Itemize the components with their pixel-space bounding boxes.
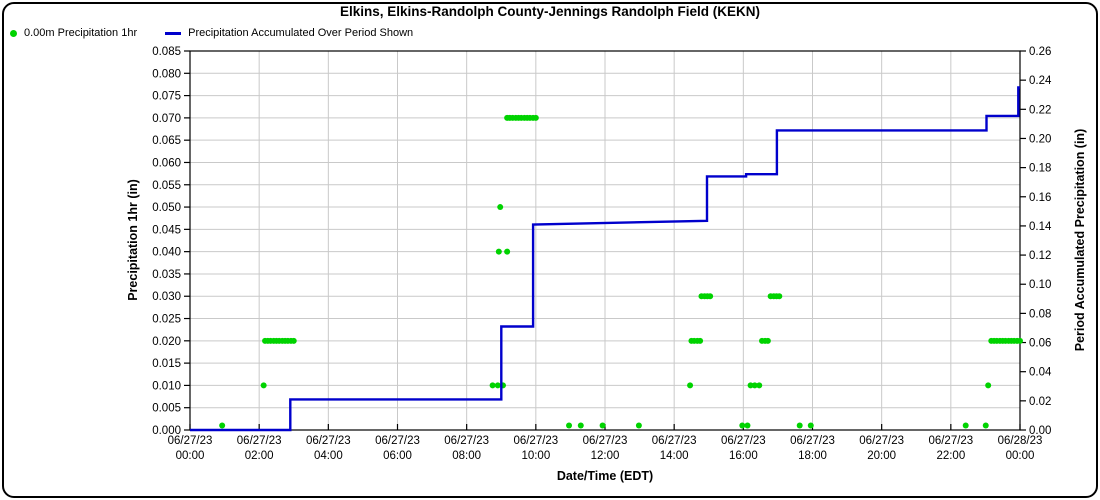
svg-text:06/27/23: 06/27/23	[513, 435, 558, 447]
svg-text:0.080: 0.080	[152, 68, 181, 80]
svg-text:0.26: 0.26	[1029, 46, 1051, 58]
svg-text:00:00: 00:00	[1006, 450, 1035, 462]
svg-text:0.065: 0.065	[152, 135, 181, 147]
svg-text:0.085: 0.085	[152, 46, 181, 58]
legend-item-accumulated: Precipitation Accumulated Over Period Sh…	[165, 27, 413, 39]
svg-text:0.045: 0.045	[152, 224, 181, 236]
green-dot-icon	[10, 29, 17, 37]
svg-text:0.02: 0.02	[1029, 396, 1051, 408]
svg-text:0.12: 0.12	[1029, 250, 1051, 262]
svg-text:0.055: 0.055	[152, 180, 181, 192]
svg-text:0.18: 0.18	[1029, 163, 1051, 175]
svg-text:0.14: 0.14	[1029, 221, 1052, 233]
svg-text:06/27/23: 06/27/23	[928, 435, 973, 447]
svg-text:14:00: 14:00	[660, 450, 689, 462]
svg-text:0.015: 0.015	[152, 358, 181, 370]
svg-text:0.060: 0.060	[152, 157, 181, 169]
svg-text:0.00: 0.00	[1029, 425, 1051, 437]
svg-text:06:00: 06:00	[383, 450, 412, 462]
svg-text:0.050: 0.050	[152, 202, 181, 214]
svg-text:10:00: 10:00	[521, 450, 550, 462]
svg-text:06/27/23: 06/27/23	[583, 435, 628, 447]
svg-text:0.035: 0.035	[152, 269, 181, 281]
svg-text:0.04: 0.04	[1029, 367, 1052, 379]
svg-text:20:00: 20:00	[867, 450, 896, 462]
svg-text:06/27/23: 06/27/23	[168, 435, 213, 447]
legend: 0.00m Precipitation 1hr Precipitation Ac…	[10, 27, 413, 39]
svg-text:06/27/23: 06/27/23	[859, 435, 904, 447]
svg-text:0.000: 0.000	[152, 425, 181, 437]
svg-text:0.10: 0.10	[1029, 279, 1051, 291]
legend-label-accumulated: Precipitation Accumulated Over Period Sh…	[188, 27, 414, 39]
legend-item-precip-1hr: 0.00m Precipitation 1hr	[10, 27, 137, 39]
svg-text:16:00: 16:00	[729, 450, 758, 462]
svg-text:06/28/23: 06/28/23	[998, 435, 1043, 447]
svg-text:0.24: 0.24	[1029, 75, 1052, 87]
y-axis-title-left: Precipitation 1hr (in)	[126, 179, 140, 301]
svg-text:0.040: 0.040	[152, 247, 181, 259]
legend-label-precip-1hr: 0.00m Precipitation 1hr	[24, 27, 138, 39]
svg-text:06/27/23: 06/27/23	[375, 435, 420, 447]
svg-text:04:00: 04:00	[314, 450, 343, 462]
svg-text:06/27/23: 06/27/23	[237, 435, 282, 447]
y-axis-title-right: Period Accumulated Precipitation (in)	[1073, 128, 1087, 352]
svg-text:22:00: 22:00	[936, 450, 965, 462]
svg-text:00:00: 00:00	[176, 450, 205, 462]
svg-text:12:00: 12:00	[591, 450, 620, 462]
svg-text:0.22: 0.22	[1029, 104, 1051, 116]
svg-text:02:00: 02:00	[245, 450, 274, 462]
svg-text:06/27/23: 06/27/23	[306, 435, 351, 447]
svg-text:06/27/23: 06/27/23	[790, 435, 835, 447]
svg-text:0.075: 0.075	[152, 91, 181, 103]
svg-text:06/27/23: 06/27/23	[652, 435, 697, 447]
svg-text:06/27/23: 06/27/23	[444, 435, 489, 447]
svg-text:0.020: 0.020	[152, 336, 181, 348]
svg-text:0.16: 0.16	[1029, 192, 1051, 204]
svg-text:0.20: 0.20	[1029, 133, 1051, 145]
svg-text:18:00: 18:00	[798, 450, 827, 462]
svg-text:06/27/23: 06/27/23	[721, 435, 766, 447]
svg-text:0.070: 0.070	[152, 113, 181, 125]
svg-text:08:00: 08:00	[452, 450, 481, 462]
blue-line-icon	[165, 31, 182, 35]
x-axis-title: Date/Time (EDT)	[556, 469, 654, 483]
svg-text:0.005: 0.005	[152, 403, 181, 415]
svg-text:0.025: 0.025	[152, 314, 181, 326]
chart-title: Elkins, Elkins-Randolph County-Jennings …	[339, 4, 760, 19]
svg-text:0.08: 0.08	[1029, 308, 1051, 320]
svg-text:0.030: 0.030	[152, 291, 181, 303]
svg-text:0.06: 0.06	[1029, 338, 1051, 350]
svg-text:0.010: 0.010	[152, 380, 181, 392]
